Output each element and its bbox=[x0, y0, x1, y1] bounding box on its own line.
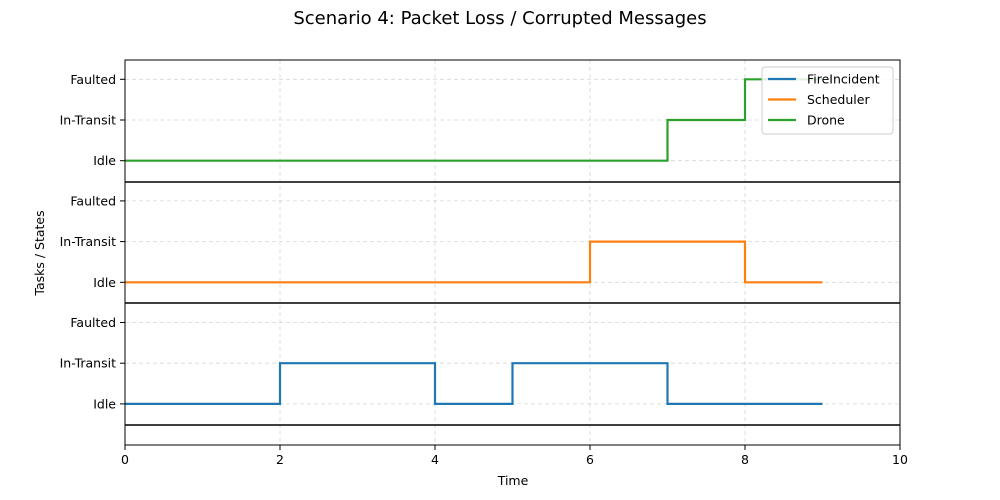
legend-label-scheduler: Scheduler bbox=[807, 92, 870, 107]
plot-border bbox=[124, 59, 901, 446]
y-tick-label: In-Transit bbox=[60, 113, 116, 128]
y-tick-label: Faulted bbox=[70, 193, 116, 208]
y-tick-label: Faulted bbox=[70, 315, 116, 330]
x-tick-label: 10 bbox=[892, 452, 908, 467]
chart-title: Scenario 4: Packet Loss / Corrupted Mess… bbox=[293, 8, 706, 29]
plot-frame bbox=[124, 59, 901, 446]
legend: FireIncident Scheduler Drone bbox=[761, 66, 894, 135]
y-tick-label: In-Transit bbox=[60, 234, 116, 249]
x-tick-label: 2 bbox=[276, 452, 284, 467]
y-tick-label: In-Transit bbox=[60, 356, 116, 371]
series-line-drone bbox=[125, 78, 823, 162]
x-tick-label: 4 bbox=[431, 452, 439, 467]
x-tick-label: 0 bbox=[121, 452, 129, 467]
x-ticks: 0 2 4 6 8 10 bbox=[121, 445, 908, 467]
legend-box bbox=[761, 66, 894, 135]
legend-label-drone: Drone bbox=[807, 113, 845, 128]
lane-separators bbox=[125, 181, 900, 426]
x-axis-label: Time bbox=[497, 473, 529, 488]
y-tick-label: Faulted bbox=[70, 72, 116, 87]
series-lines bbox=[125, 78, 823, 405]
y-tick-label: Idle bbox=[93, 396, 116, 411]
y-tick-labels: Idle In-Transit Faulted Idle In-Transit Fault… bbox=[60, 72, 125, 411]
legend-label-fireincident: FireIncident bbox=[807, 72, 880, 87]
y-tick-label: Idle bbox=[93, 275, 116, 290]
x-tick-label: 8 bbox=[741, 452, 749, 467]
y-axis-label: Tasks / States bbox=[32, 210, 47, 296]
y-tick-label: Idle bbox=[93, 153, 116, 168]
series-line-fireincident bbox=[125, 362, 823, 405]
series-line-scheduler bbox=[125, 240, 823, 284]
x-tick-label: 6 bbox=[586, 452, 594, 467]
